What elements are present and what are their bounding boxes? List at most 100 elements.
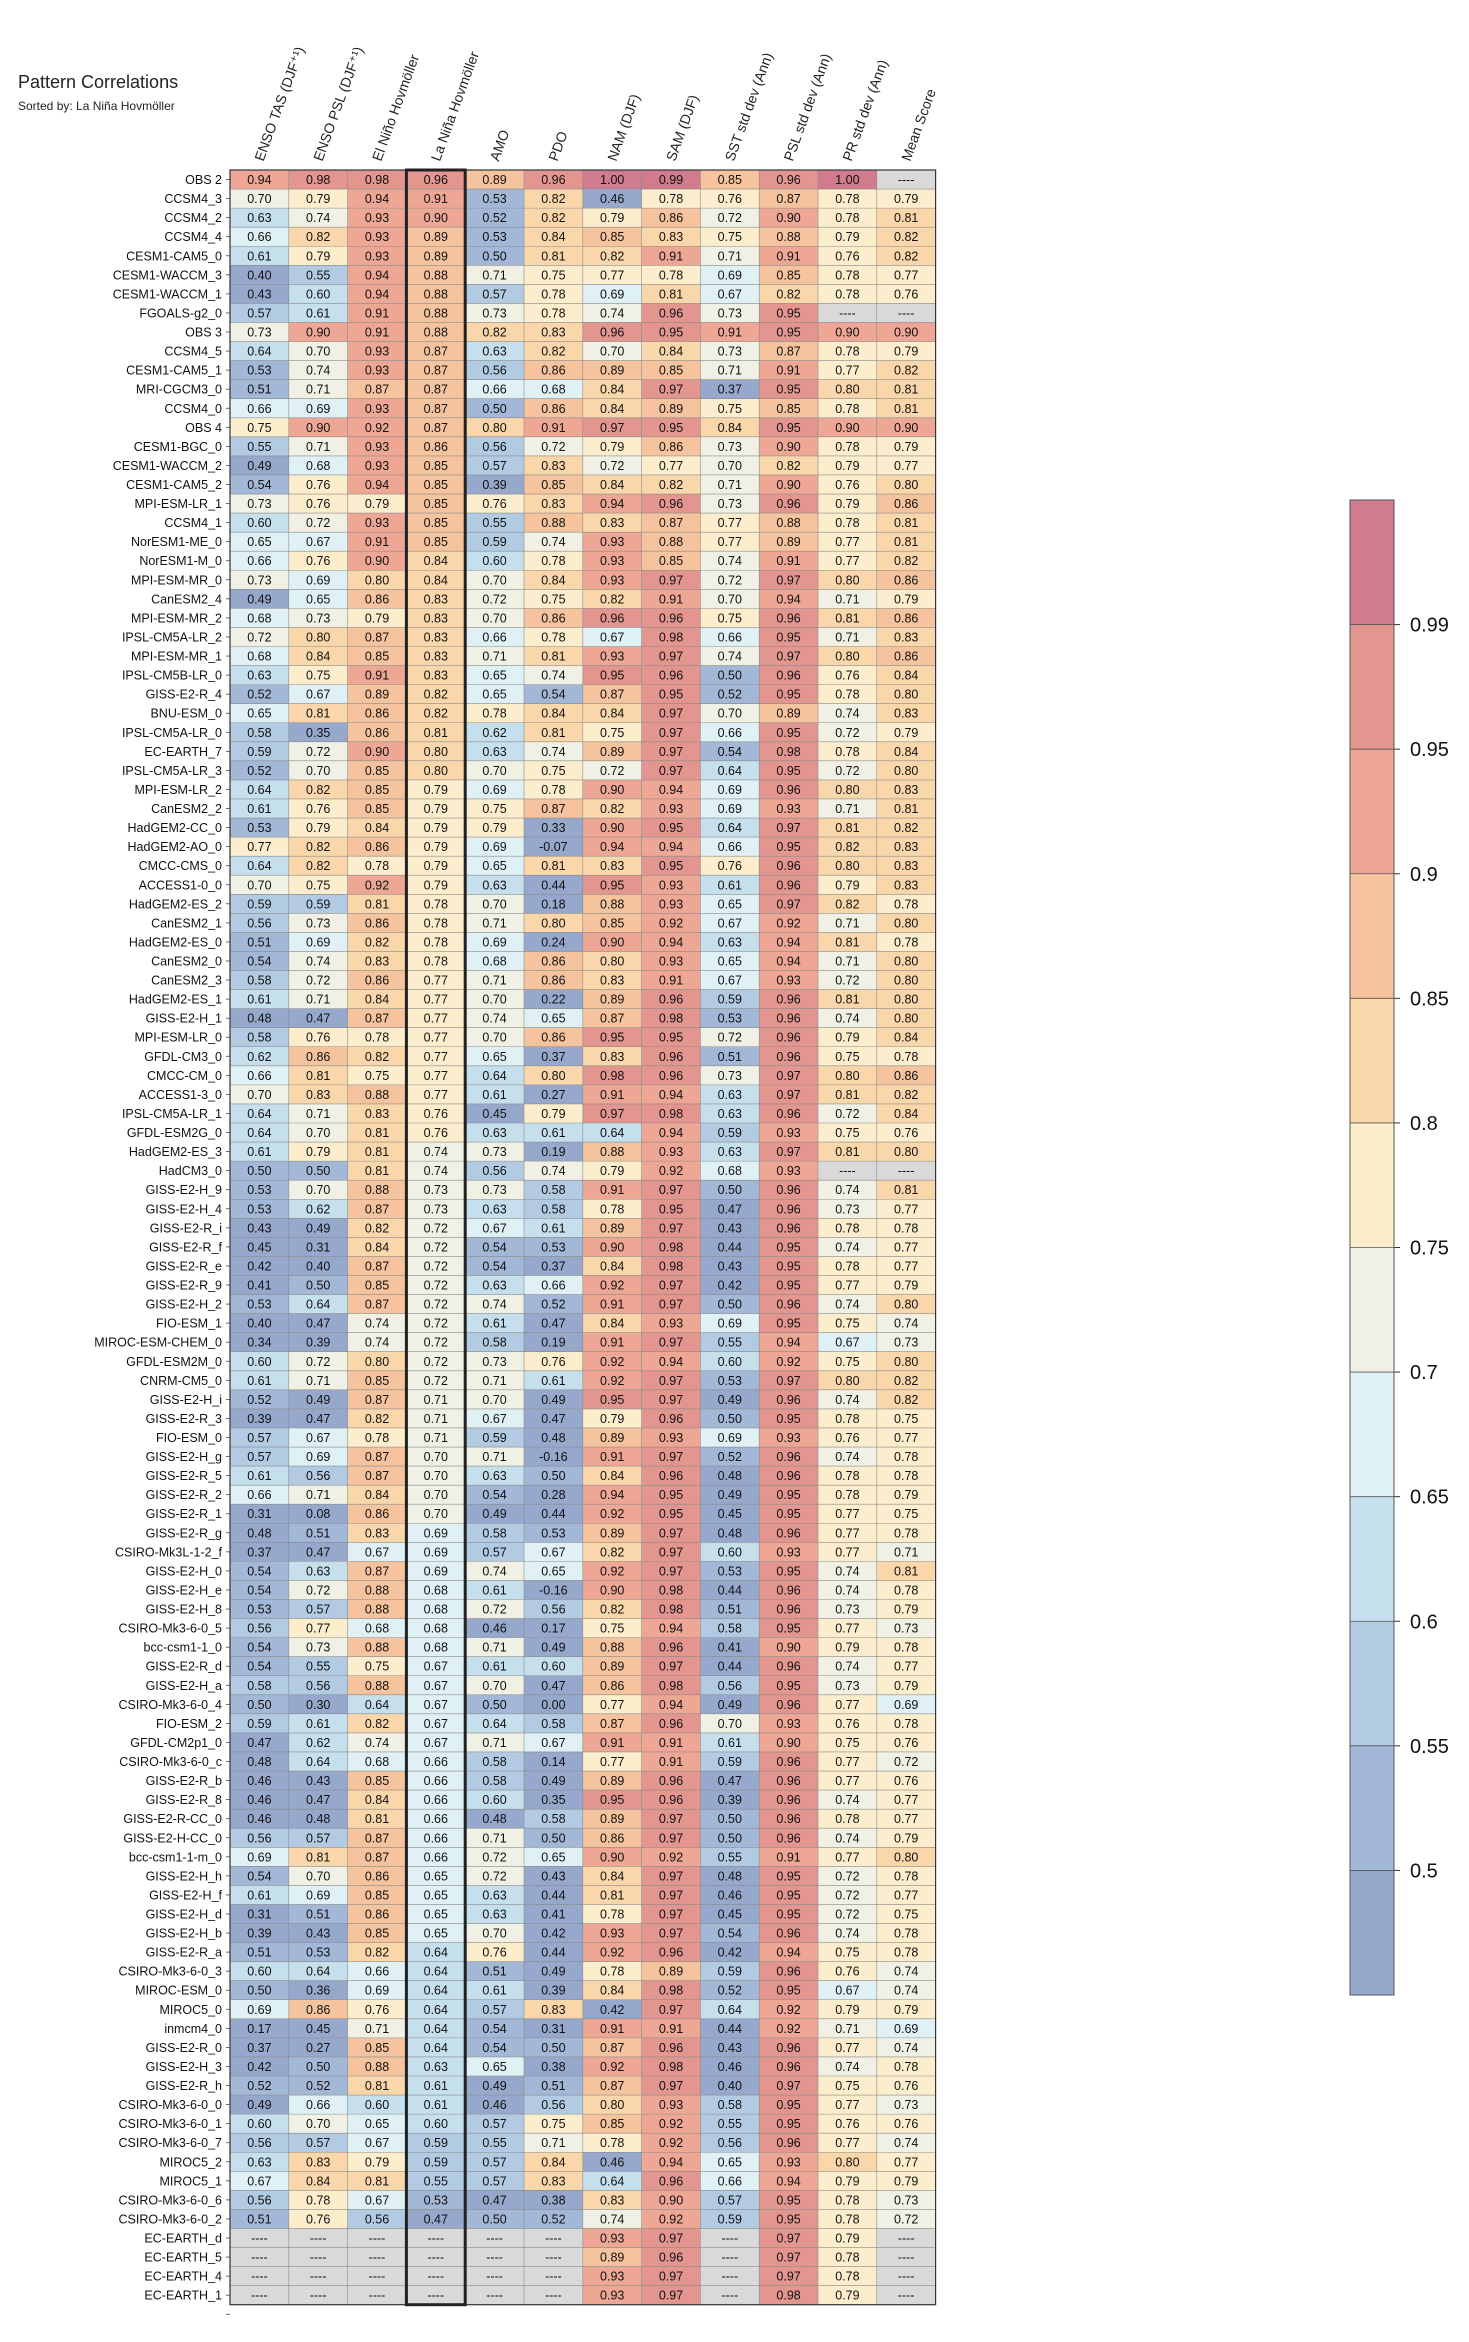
heatmap-cell <box>406 989 466 1009</box>
cell-value: 0.64 <box>482 1069 506 1083</box>
cell-value: 0.96 <box>776 1298 800 1312</box>
cell-value: 0.93 <box>776 1717 800 1731</box>
heatmap-cell <box>818 1218 877 1238</box>
cell-value: 0.68 <box>718 1164 742 1178</box>
heatmap-cell <box>641 703 701 723</box>
cell-value: 0.67 <box>306 535 330 549</box>
cell-value: 0.73 <box>894 2098 918 2112</box>
heatmap-cell <box>524 627 583 647</box>
row-label: CCSM4_3 <box>164 192 222 206</box>
cell-value: 0.94 <box>365 478 389 492</box>
cell-value: 0.87 <box>600 2079 624 2093</box>
heatmap-cell <box>582 2209 642 2229</box>
cell-value: 0.96 <box>776 1583 800 1597</box>
heatmap-cell <box>465 417 524 437</box>
heatmap-cell <box>582 417 642 437</box>
cell-value: 0.77 <box>835 1526 859 1540</box>
heatmap-cell <box>700 932 760 952</box>
cell-value: 0.92 <box>600 1374 624 1388</box>
heatmap-cell <box>230 913 289 933</box>
cell-value: 0.85 <box>365 1374 389 1388</box>
cell-value: 0.94 <box>659 1088 683 1102</box>
heatmap-cell <box>700 741 760 761</box>
heatmap-cell <box>465 1351 524 1371</box>
heatmap-cell <box>406 1637 466 1657</box>
cell-value: 0.96 <box>659 2041 683 2055</box>
cell-value: 0.58 <box>482 1336 506 1350</box>
row-label: GISS-E2-H_g <box>146 1450 222 1464</box>
heatmap-cell <box>465 1961 524 1981</box>
cell-value: 0.76 <box>424 1126 448 1140</box>
row-label: BNU-ESM_0 <box>150 707 222 721</box>
heatmap-cell <box>818 379 877 399</box>
heatmap-cell <box>465 532 524 552</box>
heatmap-cell <box>465 284 524 304</box>
cell-value: 0.83 <box>424 669 448 683</box>
heatmap-cell <box>465 1180 524 1200</box>
heatmap-cell <box>641 1351 701 1371</box>
heatmap-cell <box>759 1980 818 2000</box>
heatmap-cell <box>347 532 407 552</box>
heatmap-cell <box>700 1999 760 2019</box>
cell-value: 0.96 <box>776 1031 800 1045</box>
cell-value: 0.77 <box>835 2136 859 2150</box>
cell-value: 0.79 <box>894 192 918 206</box>
cell-value: 0.65 <box>541 1850 565 1864</box>
heatmap-cell <box>230 417 289 437</box>
heatmap-cell <box>230 1275 289 1295</box>
heatmap-cell <box>347 494 407 514</box>
cell-value: 0.76 <box>894 1736 918 1750</box>
cell-value: 0.96 <box>776 1107 800 1121</box>
row-label: CSIRO-Mk3-6-0_7 <box>119 2136 223 2150</box>
cell-value: 0.96 <box>776 1831 800 1845</box>
heatmap-cell <box>288 2247 348 2267</box>
cell-value: 0.56 <box>247 2193 271 2207</box>
heatmap-cell <box>759 436 818 456</box>
cell-value: 0.63 <box>482 1202 506 1216</box>
cell-value: 0.27 <box>541 1088 565 1102</box>
heatmap-cell <box>288 322 348 342</box>
cell-value: 0.82 <box>365 1221 389 1235</box>
cell-value: 0.63 <box>718 1088 742 1102</box>
heatmap-cell <box>465 1408 524 1428</box>
cell-value: 0.74 <box>894 2136 918 2150</box>
cell-value: 0.96 <box>776 1202 800 1216</box>
heatmap-cell <box>876 1713 936 1733</box>
cell-value: 0.78 <box>835 2212 859 2226</box>
heatmap-cell <box>288 436 348 456</box>
cell-value: 0.78 <box>365 1431 389 1445</box>
cell-value: 0.77 <box>424 974 448 988</box>
cell-value: 0.64 <box>306 1298 330 1312</box>
cell-value: 0.08 <box>306 1507 330 1521</box>
cell-value: 0.90 <box>776 1641 800 1655</box>
heatmap-cell <box>406 227 466 247</box>
cell-value: 0.80 <box>835 783 859 797</box>
heatmap-cell <box>406 1485 466 1505</box>
heatmap-cell <box>876 1771 936 1791</box>
cell-value: 0.78 <box>600 1965 624 1979</box>
heatmap-cell <box>288 1237 348 1257</box>
heatmap-cell <box>759 189 818 209</box>
heatmap-cell <box>818 1542 877 1562</box>
cell-value: 0.82 <box>306 230 330 244</box>
cell-value: ---- <box>427 2251 444 2265</box>
heatmap-cell <box>230 284 289 304</box>
heatmap-cell <box>347 1694 407 1714</box>
heatmap-cell <box>818 170 877 190</box>
cell-value: 0.67 <box>718 287 742 301</box>
heatmap-cell <box>406 1828 466 1848</box>
heatmap-cell <box>406 1237 466 1257</box>
heatmap-cell <box>876 1980 936 2000</box>
column-header: ENSO TAS (DJF⁺¹) <box>251 44 307 163</box>
heatmap-cell <box>465 1065 524 1085</box>
row-label: CSIRO-Mk3-6-0_0 <box>119 2098 223 2112</box>
cell-value: 0.76 <box>894 2079 918 2093</box>
cell-value: 0.91 <box>659 249 683 263</box>
heatmap-cell <box>818 1942 877 1962</box>
heatmap-cell <box>230 2114 289 2134</box>
row-label: MIROC-ESM_0 <box>135 1984 222 1998</box>
heatmap-cell <box>230 1485 289 1505</box>
heatmap-cell <box>347 189 407 209</box>
heatmap-cell <box>759 2037 818 2057</box>
cell-value: 0.72 <box>541 440 565 454</box>
